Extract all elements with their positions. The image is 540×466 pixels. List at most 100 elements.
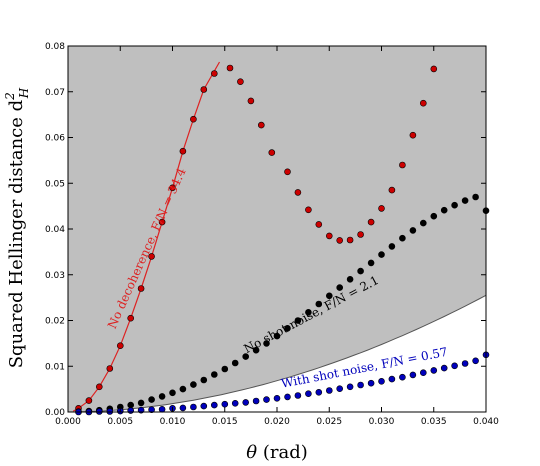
boundary-curve bbox=[68, 294, 487, 413]
data-point bbox=[127, 314, 134, 322]
data-point bbox=[284, 393, 291, 401]
x-tick-label: 0.005 bbox=[107, 417, 133, 427]
data-point bbox=[305, 390, 312, 398]
data-point bbox=[200, 376, 208, 384]
data-point bbox=[127, 401, 134, 409]
x-axis-label-unit: (rad) bbox=[257, 442, 308, 463]
data-point bbox=[284, 168, 291, 176]
y-axis-label-text: Squared Hellinger distance d bbox=[6, 100, 27, 368]
data-point bbox=[409, 131, 417, 139]
data-point bbox=[430, 367, 438, 374]
data-point bbox=[419, 219, 427, 227]
y-tick-label: 0.01 bbox=[45, 362, 65, 372]
data-point bbox=[305, 206, 312, 214]
plot-area: No decoherence, F/N = 34.4 No shot noise,… bbox=[68, 46, 490, 416]
data-point bbox=[430, 65, 438, 73]
data-point bbox=[231, 399, 239, 407]
y-tick-label: 0.07 bbox=[45, 88, 65, 98]
x-tick-label: 0.000 bbox=[55, 417, 81, 427]
data-point bbox=[158, 218, 166, 226]
data-point bbox=[268, 149, 276, 156]
data-point bbox=[85, 397, 93, 404]
y-axis-label-subscript: H bbox=[17, 87, 31, 99]
data-point bbox=[137, 285, 145, 292]
data-point bbox=[325, 292, 333, 300]
data-point bbox=[388, 243, 396, 250]
data-point bbox=[294, 189, 302, 196]
data-point bbox=[315, 300, 323, 308]
data-point bbox=[263, 340, 270, 347]
data-point bbox=[409, 227, 417, 234]
data-point bbox=[399, 161, 406, 169]
data-point bbox=[148, 253, 155, 260]
y-tick-label: 0.04 bbox=[45, 225, 65, 235]
data-point bbox=[325, 232, 333, 240]
data-point bbox=[252, 397, 260, 405]
data-point bbox=[346, 383, 354, 391]
data-point bbox=[346, 275, 354, 283]
data-point bbox=[231, 359, 239, 367]
x-tick-label: 0.040 bbox=[473, 417, 499, 427]
data-point bbox=[367, 259, 375, 267]
data-point bbox=[237, 78, 244, 85]
data-point bbox=[106, 365, 114, 372]
shaded-region bbox=[68, 46, 486, 412]
data-point bbox=[117, 342, 124, 350]
data-point bbox=[247, 97, 255, 105]
data-point bbox=[148, 406, 155, 414]
data-point bbox=[315, 388, 323, 396]
data-point bbox=[127, 407, 134, 414]
data-point bbox=[211, 401, 218, 409]
data-point bbox=[367, 379, 375, 387]
data-point bbox=[169, 389, 176, 397]
data-point bbox=[430, 212, 438, 220]
data-point bbox=[221, 400, 229, 408]
data-point bbox=[440, 206, 448, 214]
data-point bbox=[200, 402, 208, 410]
data-point bbox=[190, 115, 197, 123]
data-point bbox=[242, 399, 249, 406]
data-point bbox=[158, 405, 166, 413]
data-point bbox=[378, 251, 385, 258]
y-tick-label: 0.05 bbox=[45, 179, 65, 189]
y-tick-label: 0.06 bbox=[45, 134, 65, 144]
data-point bbox=[169, 184, 176, 192]
data-point bbox=[325, 387, 333, 394]
data-point bbox=[357, 381, 364, 389]
data-point bbox=[226, 64, 234, 72]
data-point bbox=[357, 231, 364, 238]
y-axis-label: Squared Hellinger distance d2H bbox=[3, 87, 31, 368]
data-point bbox=[179, 404, 187, 412]
data-point bbox=[263, 396, 270, 403]
data-point bbox=[378, 205, 385, 212]
data-point bbox=[252, 346, 260, 354]
data-point bbox=[346, 236, 354, 244]
data-point bbox=[211, 70, 218, 77]
data-point bbox=[179, 385, 187, 393]
x-tick-label: 0.025 bbox=[316, 417, 342, 427]
data-point bbox=[137, 399, 145, 407]
data-point bbox=[440, 364, 448, 372]
data-point bbox=[451, 201, 458, 209]
data-point bbox=[336, 284, 344, 291]
data-point bbox=[200, 86, 208, 93]
data-point bbox=[305, 308, 312, 316]
x-tick-label: 0.015 bbox=[212, 417, 238, 427]
data-point bbox=[336, 237, 344, 244]
data-point bbox=[179, 147, 187, 155]
data-point bbox=[399, 373, 406, 381]
y-axis-label-superscript: 2 bbox=[3, 92, 17, 101]
series-3-points bbox=[75, 351, 490, 416]
y-tick-label: 0.03 bbox=[45, 271, 65, 281]
x-axis-label-symbol: θ bbox=[246, 442, 257, 463]
data-point bbox=[190, 381, 197, 388]
data-point bbox=[461, 197, 469, 204]
data-point bbox=[96, 383, 103, 391]
data-point bbox=[378, 377, 385, 385]
data-point bbox=[257, 121, 265, 129]
y-tick-label: 0.02 bbox=[45, 317, 65, 327]
data-point bbox=[148, 396, 155, 403]
y-tick-label: 0.00 bbox=[45, 408, 65, 418]
x-tick-label: 0.020 bbox=[264, 417, 290, 427]
